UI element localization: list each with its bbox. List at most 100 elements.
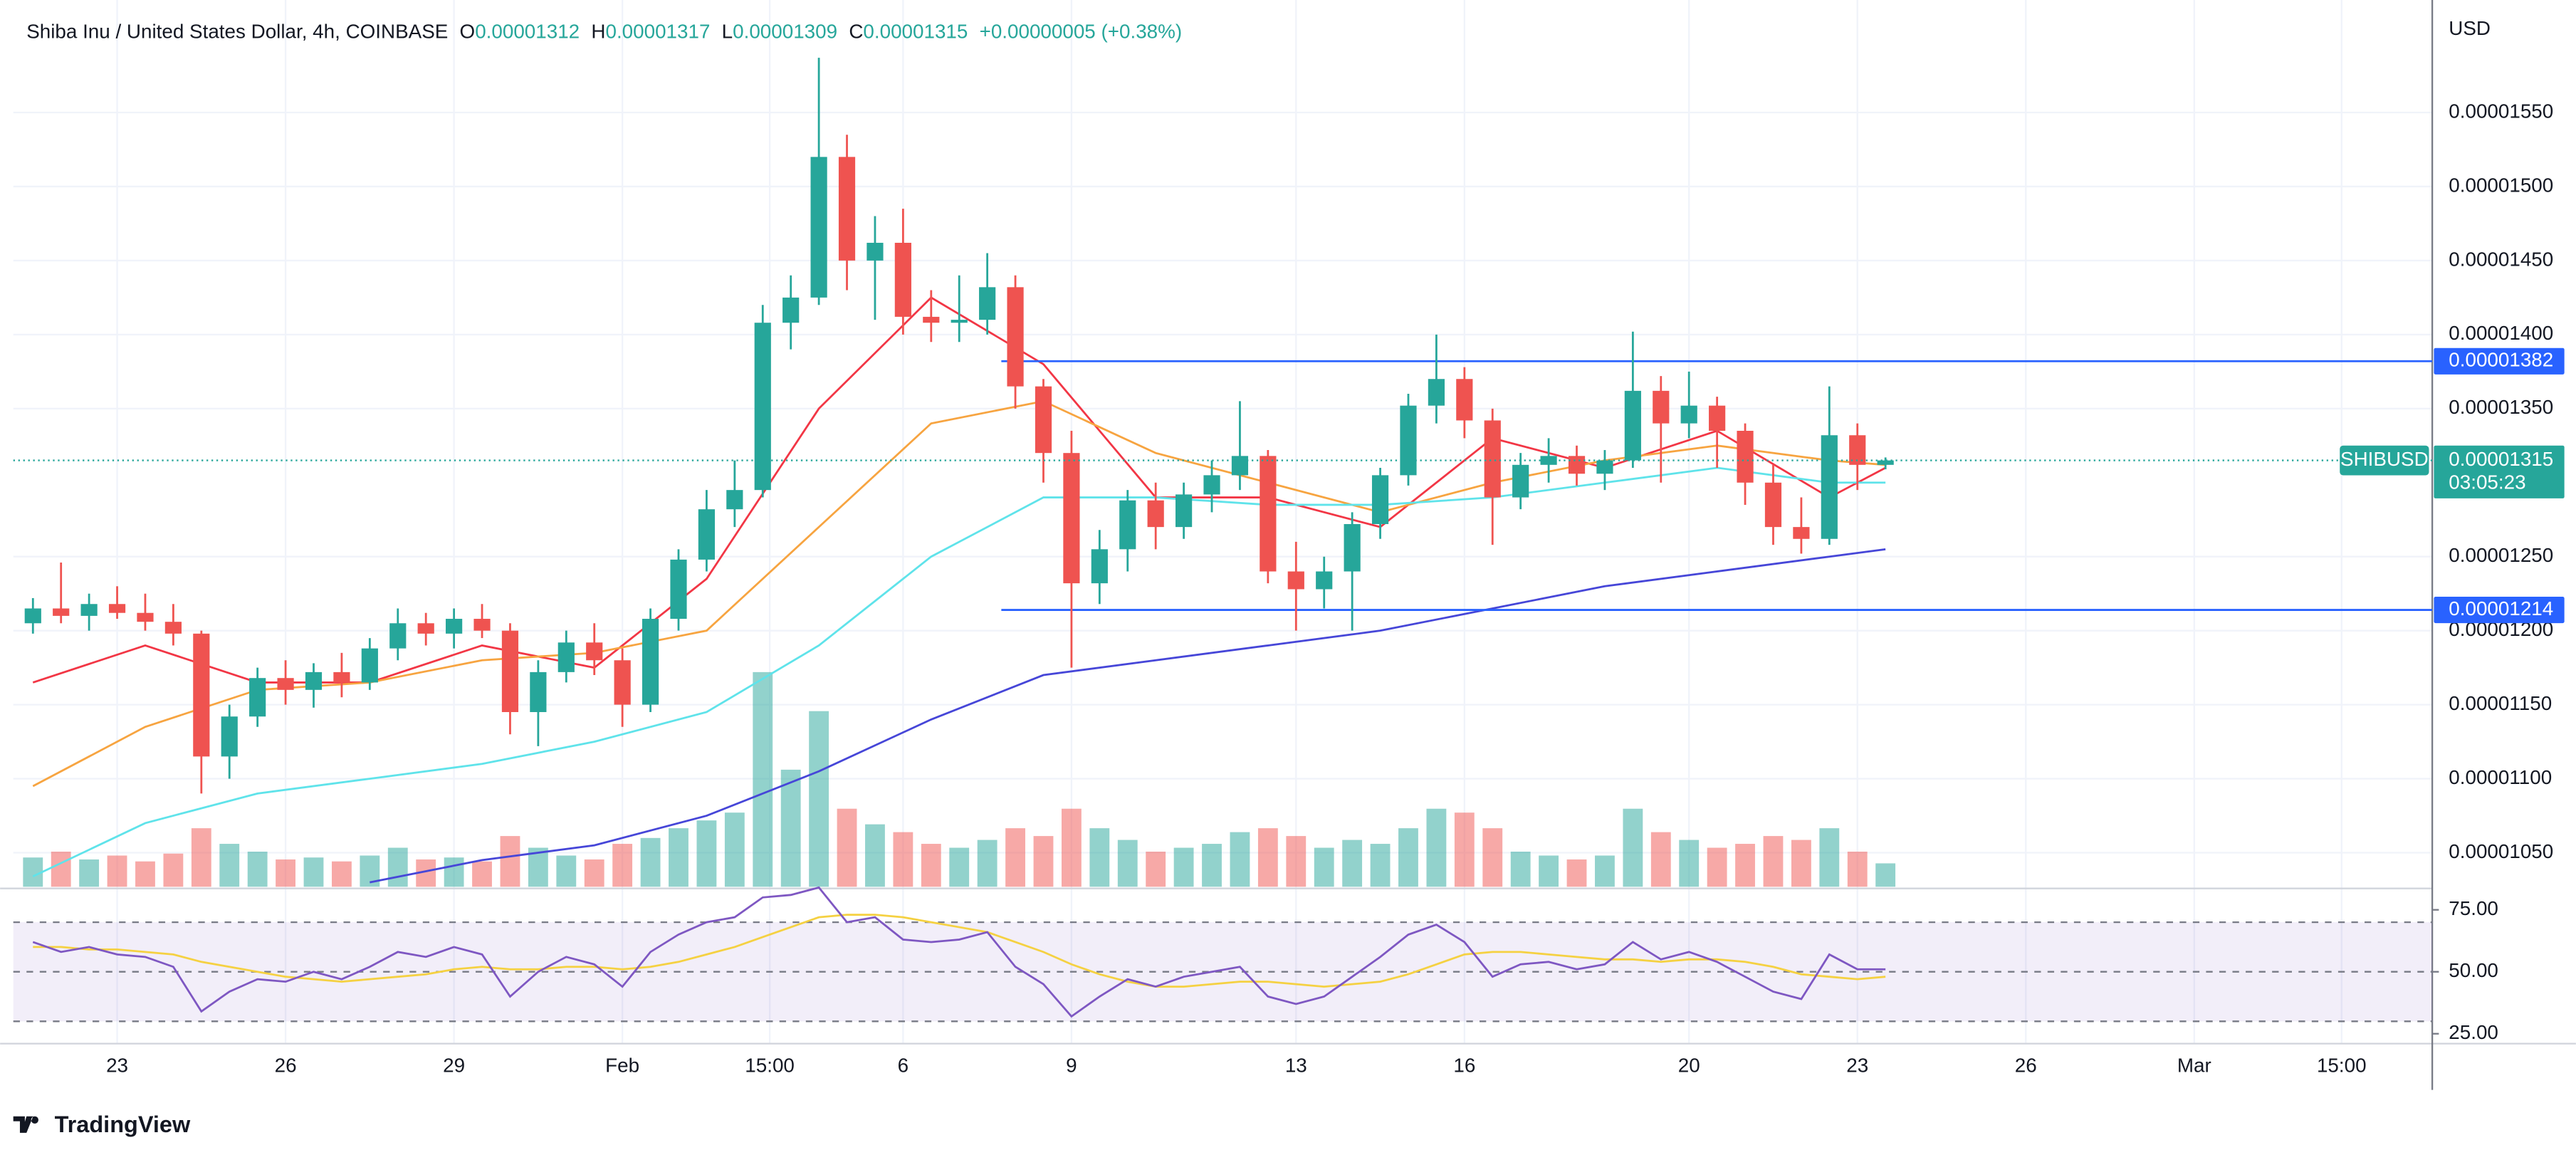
candle-body [1793, 527, 1810, 539]
legend-key: L [722, 21, 733, 43]
volume-bar [669, 828, 688, 887]
y-tick-label: 0.00001250 [2449, 544, 2553, 566]
volume-bar [107, 855, 127, 887]
candle-body [1680, 405, 1697, 424]
moving-average-line [32, 466, 1886, 878]
x-tick-label: 26 [2015, 1054, 2037, 1076]
logo-text: TradingView [55, 1112, 191, 1137]
candle-body [1568, 456, 1586, 474]
candle-body [1596, 460, 1613, 474]
horizontal-line-label-box [2434, 597, 2565, 624]
volume-bar [977, 840, 998, 887]
candle-body [979, 287, 996, 320]
legend-key: H [591, 21, 605, 43]
candle-body [1877, 460, 1894, 465]
volume-bar [23, 857, 43, 887]
candle-body [1119, 500, 1136, 550]
candle-body [1540, 456, 1557, 465]
volume-bar [1650, 832, 1671, 887]
volume-bar [696, 820, 717, 887]
candle-body [305, 671, 323, 690]
candle-body [137, 612, 154, 622]
legend-value: 0.00001309 [733, 21, 837, 43]
legend-value: 0.00001317 [605, 21, 710, 43]
y-tick-label: 0.00001500 [2449, 174, 2553, 196]
volume-bar [387, 847, 408, 887]
candle-body [108, 604, 126, 613]
candle-body [1512, 464, 1529, 498]
volume-bar [1117, 840, 1138, 887]
y-tick-label: 0.00001100 [2449, 766, 2552, 788]
candle-body [361, 648, 378, 683]
volume-bar [51, 852, 71, 887]
volume-bar [753, 671, 773, 887]
volume-bar [500, 836, 520, 887]
volume-bar [1146, 852, 1166, 887]
candle-body [1260, 456, 1277, 572]
volume-bar [1173, 847, 1194, 887]
x-tick-label: 6 [898, 1054, 909, 1076]
candle-body [164, 622, 182, 634]
candle-body [1287, 571, 1304, 590]
volume-bar [472, 861, 492, 887]
volume-bar [1539, 855, 1559, 887]
volume-bar [1482, 828, 1503, 887]
y-tick-label: 0.00001550 [2449, 100, 2553, 122]
volume-bar [1286, 836, 1307, 887]
candle-body [1147, 500, 1164, 528]
candle-body [1624, 390, 1641, 461]
volume-bar [1370, 844, 1391, 887]
candle-body [1849, 435, 1866, 465]
volume-bar [893, 832, 913, 887]
volume-bar [247, 852, 268, 887]
horizontal-line-label-box [2434, 347, 2565, 375]
candle-body [614, 660, 631, 705]
candle-body [24, 608, 41, 624]
candle-body [1176, 494, 1193, 528]
candle-body [530, 671, 547, 713]
candle-body [1007, 287, 1024, 387]
volume-bar [332, 861, 352, 887]
volume-bars [23, 671, 1896, 887]
x-tick-label: 15:00 [2317, 1054, 2367, 1076]
volume-bar [1735, 844, 1755, 887]
volume-bar [1342, 840, 1363, 887]
candle-body [333, 671, 350, 683]
candle-body [1428, 379, 1445, 406]
rsi-tick-label: 50.00 [2449, 959, 2498, 981]
candle-body [1484, 420, 1501, 498]
volume-bar [865, 824, 885, 887]
candle-body [557, 642, 575, 672]
volume-bar [1510, 852, 1531, 887]
candle-body [1764, 482, 1782, 528]
symbol-label: SHIBUSD [2340, 448, 2429, 470]
volume-bar [303, 857, 324, 887]
candle-body [1456, 379, 1473, 421]
volume-bar [1875, 863, 1896, 887]
candle-body [782, 297, 800, 323]
x-tick-label: Feb [605, 1054, 639, 1076]
rsi-tick-label: 75.00 [2449, 897, 2498, 919]
candle-body [389, 623, 407, 649]
rsi-ma-line [33, 914, 1886, 988]
volume-bar [1398, 828, 1418, 887]
candle-body [698, 509, 716, 560]
candle-body [473, 619, 491, 631]
volume-bar [1230, 832, 1250, 887]
x-tick-label: 29 [443, 1054, 465, 1076]
candle-body [866, 242, 884, 261]
moving-average-line [370, 548, 1886, 884]
candle-body [193, 633, 210, 757]
candle-body [80, 604, 98, 616]
y-tick-label: 0.00001350 [2449, 396, 2553, 418]
volume-bar [444, 857, 464, 887]
candle-body [221, 716, 238, 757]
candle-body [501, 630, 519, 713]
volume-bar [1426, 808, 1447, 887]
moving-average-line [32, 399, 1886, 788]
candle-body [1063, 453, 1080, 584]
volume-bar [1257, 828, 1278, 887]
x-tick-label: 9 [1066, 1054, 1077, 1076]
volume-bar [837, 808, 857, 887]
